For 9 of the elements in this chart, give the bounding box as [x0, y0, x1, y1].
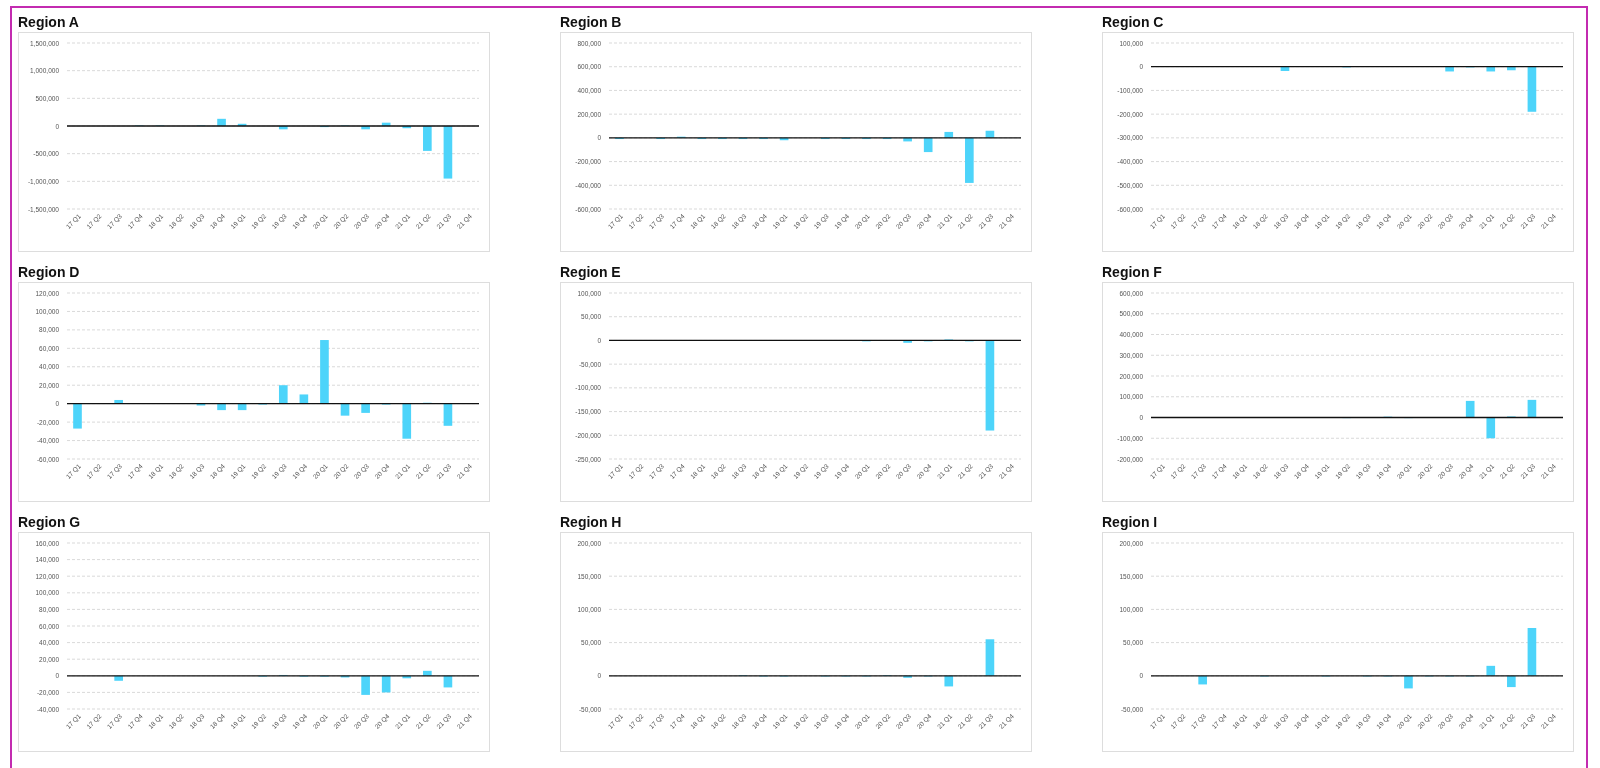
chart-title: Region D: [18, 263, 81, 282]
chart-title: Region I: [1102, 513, 1159, 532]
chart-title: Region C: [1102, 13, 1165, 32]
chart-title: Region B: [560, 13, 623, 32]
chart-title: Region F: [1102, 263, 1163, 282]
chart-title: Region E: [560, 263, 622, 282]
chart-title: Region G: [18, 513, 82, 532]
chart-title: Region H: [560, 513, 623, 532]
chart-title: Region A: [18, 13, 80, 32]
